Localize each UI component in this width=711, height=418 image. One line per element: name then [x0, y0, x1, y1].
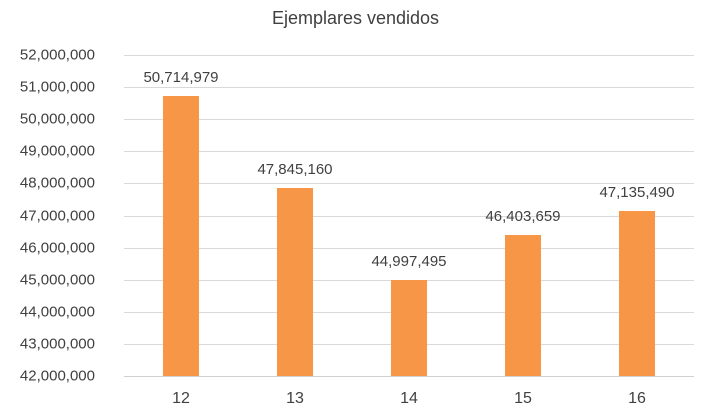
- bar-16: [619, 211, 655, 376]
- gridline: [124, 55, 694, 56]
- data-label: 47,135,490: [599, 184, 675, 202]
- data-label: 46,403,659: [485, 207, 561, 225]
- y-tick-label: 52,000,000: [19, 46, 95, 64]
- y-tick-label: 47,000,000: [19, 207, 95, 224]
- bar-12: [163, 96, 199, 376]
- y-tick-label: 50,000,000: [19, 110, 95, 128]
- gridline: [124, 248, 694, 249]
- gridline: [124, 216, 694, 217]
- gridline: [124, 87, 694, 88]
- gridline: [124, 151, 694, 152]
- data-label: 44,997,495: [371, 252, 447, 270]
- gridline: [124, 119, 694, 120]
- y-tick-label: 46,000,000: [19, 239, 95, 257]
- y-tick-label: 43,000,000: [19, 335, 95, 353]
- data-label: 47,845,160: [257, 161, 333, 179]
- bar-13: [277, 188, 313, 376]
- y-tick-label: 48,000,000: [19, 174, 95, 192]
- y-tick-label: 49,000,000: [19, 142, 95, 160]
- bar-15: [505, 234, 541, 376]
- x-axis-line: [124, 376, 694, 377]
- data-label: 50,714,979: [143, 69, 219, 87]
- x-tick-label: 12: [172, 390, 190, 407]
- y-tick-label: 42,000,000: [19, 367, 95, 385]
- bar-14: [391, 279, 427, 376]
- chart-title: Ejemplares vendidos: [271, 8, 440, 28]
- gridline: [124, 183, 694, 184]
- x-tick-label: 15: [514, 390, 532, 407]
- y-tick-label: 51,000,000: [19, 78, 95, 96]
- x-tick-label: 16: [628, 390, 646, 407]
- x-tick-label: 13: [286, 390, 304, 407]
- y-tick-label: 45,000,000: [19, 271, 95, 289]
- x-tick-label: 14: [400, 390, 418, 407]
- y-tick-label: 44,000,000: [19, 303, 95, 321]
